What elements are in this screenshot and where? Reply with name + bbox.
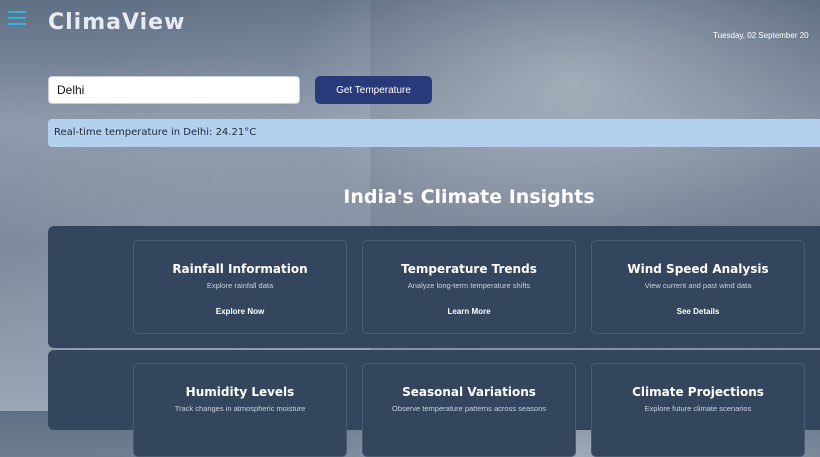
- card-rainfall: Rainfall Information Explore rainfall da…: [133, 240, 347, 334]
- get-temperature-button[interactable]: Get Temperature: [315, 76, 432, 104]
- card-description: Observe temperature patterns across seas…: [391, 404, 547, 413]
- current-date: Tuesday, 02 September 20: [713, 31, 809, 40]
- card-title: Seasonal Variations: [402, 385, 536, 399]
- card-climate-projections: Climate Projections Explore future clima…: [591, 363, 805, 457]
- temperature-result-banner: Real-time temperature in Delhi: 24.21°C: [48, 119, 820, 147]
- card-title: Climate Projections: [632, 385, 764, 399]
- see-details-link[interactable]: See Details: [676, 307, 720, 316]
- card-humidity: Humidity Levels Track changes in atmosph…: [133, 363, 347, 457]
- card-description: Explore future climate scenarios: [644, 404, 752, 413]
- insights-panel-row-2: Humidity Levels Track changes in atmosph…: [48, 350, 820, 457]
- explore-now-link[interactable]: Explore Now: [215, 307, 265, 316]
- card-title: Humidity Levels: [185, 385, 295, 399]
- card-description: Analyze long-term temperature shifts: [407, 281, 531, 290]
- insights-panel-row-1: Rainfall Information Explore rainfall da…: [48, 226, 820, 348]
- card-temperature-trends: Temperature Trends Analyze long-term tem…: [362, 240, 576, 334]
- hamburger-menu-icon[interactable]: [8, 11, 26, 27]
- card-description: Explore rainfall data: [206, 281, 274, 290]
- card-description: Track changes in atmospheric moisture: [174, 404, 306, 413]
- card-description: View current and past wind data: [644, 281, 752, 290]
- card-wind-speed: Wind Speed Analysis View current and pas…: [591, 240, 805, 334]
- learn-more-link[interactable]: Learn More: [447, 307, 491, 316]
- section-title: India's Climate Insights: [343, 186, 595, 208]
- card-title: Rainfall Information: [172, 262, 308, 276]
- city-search-input[interactable]: [48, 76, 300, 104]
- app-logo[interactable]: ClimaView: [48, 10, 186, 35]
- card-title: Temperature Trends: [401, 262, 537, 276]
- card-title: Wind Speed Analysis: [627, 262, 769, 276]
- card-seasonal-variations: Seasonal Variations Observe temperature …: [362, 363, 576, 457]
